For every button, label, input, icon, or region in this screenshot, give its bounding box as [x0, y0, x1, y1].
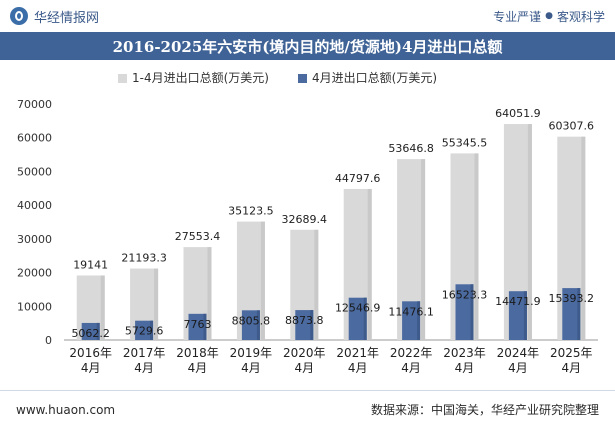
y-tick-label-0: 0: [45, 334, 52, 347]
bar-april-side-6: [417, 301, 421, 340]
data-source: 数据来源：中国海关，华经产业研究院整理: [370, 403, 599, 417]
x-tick-label-4-1: 4月: [294, 361, 314, 375]
x-tick-label-2-1: 4月: [188, 361, 208, 375]
data-label-total-2: 27553.4: [175, 230, 221, 243]
data-label-total-8: 64051.9: [495, 107, 541, 120]
x-tick-label-8-1: 4月: [508, 361, 528, 375]
data-label-total-6: 53646.8: [388, 142, 434, 155]
data-label-april-5: 12546.9: [335, 302, 381, 315]
x-tick-label-9-1: 4月: [561, 361, 581, 375]
legend-label-total: 1-4月进出口总额(万美元): [132, 71, 269, 85]
bar-total-side-3: [260, 221, 265, 340]
y-tick-label-7: 70000: [17, 98, 52, 111]
x-tick-label-5-1: 4月: [348, 361, 368, 375]
bar-april-side-5: [363, 297, 367, 340]
legend-swatch-total: [118, 74, 127, 83]
bar-april-side-8: [523, 291, 527, 340]
bar-april-3: [241, 310, 260, 340]
x-tick-label-0-1: 4月: [81, 361, 101, 375]
data-label-april-2: 7763: [184, 318, 212, 331]
x-tick-label-7-0: 2023年: [443, 346, 486, 360]
top-bar: 华经情报网 专业严谨 ● 客观科学: [0, 0, 615, 32]
bar-april-1: [135, 320, 154, 340]
data-label-total-4: 32689.4: [282, 213, 328, 226]
data-label-april-1: 5729.6: [125, 325, 164, 338]
y-tick-label-5: 50000: [17, 165, 52, 178]
bar-april-side-0: [96, 322, 100, 340]
data-label-april-9: 15393.2: [549, 292, 595, 305]
bar-april-side-7: [470, 284, 474, 340]
bar-april-side-2: [203, 313, 207, 340]
tagline: 专业严谨 ● 客观科学: [493, 8, 605, 25]
bar-chart: 1-4月进出口总额(万美元) 4月进出口总额(万美元) 0 10000 20000 300…: [17, 71, 598, 375]
bar-total-side-8: [527, 124, 532, 341]
data-label-total-7: 55345.5: [442, 136, 488, 149]
x-tick-label-3-1: 4月: [241, 361, 261, 375]
data-label-total-9: 60307.6: [549, 120, 595, 133]
bar-april-0: [81, 322, 100, 340]
tagline-left: 专业严谨: [493, 9, 542, 24]
data-label-total-5: 44797.6: [335, 172, 381, 185]
website-link[interactable]: www.huaon.com: [16, 402, 116, 417]
bar-april-7: [455, 284, 474, 340]
bar-april-6: [402, 301, 421, 340]
tagline-separator: ●: [545, 11, 553, 21]
x-tick-label-4-0: 2020年: [283, 346, 326, 360]
bar-april-8: [508, 291, 527, 340]
x-tick-label-7-1: 4月: [455, 361, 475, 375]
bar-total-side-2: [207, 247, 212, 340]
footer: www.huaon.com 数据来源：中国海关，华经产业研究院整理: [0, 392, 615, 427]
chart-title-bar: 2016-2025年六安市(境内目的地/货源地)4月进出口总额: [0, 32, 615, 60]
x-tick-label-8-0: 2024年: [497, 346, 540, 360]
bar-total-side-9: [581, 136, 586, 340]
bar-total-side-0: [100, 275, 105, 340]
brand-name: 华经情报网: [34, 10, 100, 26]
x-tick-label-6-0: 2022年: [390, 346, 433, 360]
x-tick-label-3-0: 2019年: [230, 346, 273, 360]
brand[interactable]: 华经情报网: [10, 7, 99, 26]
x-tick-label-9-0: 2025年: [550, 346, 593, 360]
data-label-april-3: 8805.8: [232, 314, 271, 327]
chart-title: 2016-2025年六安市(境内目的地/货源地)4月进出口总额: [112, 37, 503, 56]
huajing-logo-icon: [10, 7, 28, 25]
y-tick-label-4: 40000: [17, 199, 52, 212]
bar-april-4: [295, 310, 314, 340]
bar-april-5: [348, 297, 367, 340]
x-tick-label-5-0: 2021年: [336, 346, 379, 360]
legend-label-april: 4月进出口总额(万美元): [312, 71, 437, 85]
data-label-april-7: 16523.3: [442, 288, 488, 301]
data-label-april-6: 11476.1: [388, 305, 434, 318]
bar-total-side-4: [314, 229, 319, 340]
x-tick-label-6-1: 4月: [401, 361, 421, 375]
x-tick-label-1-1: 4月: [134, 361, 154, 375]
bar-april-9: [562, 288, 581, 340]
footer-divider: [0, 390, 615, 391]
tagline-right: 客观科学: [556, 9, 605, 24]
data-label-total-3: 35123.5: [228, 205, 274, 218]
y-tick-label-2: 20000: [17, 267, 52, 280]
bar-april-side-4: [310, 310, 314, 340]
data-label-april-0: 5062.2: [71, 327, 110, 340]
y-tick-label-6: 60000: [17, 132, 52, 145]
data-label-april-8: 14471.9: [495, 295, 541, 308]
bar-total-side-1: [154, 268, 159, 340]
y-tick-label-1: 10000: [17, 300, 52, 313]
y-tick-label-3: 30000: [17, 233, 52, 246]
bar-total-side-7: [474, 153, 479, 340]
bar-april-side-3: [256, 310, 260, 340]
bar-total-side-6: [421, 159, 426, 340]
legend-swatch-april: [298, 74, 307, 83]
x-tick-label-2-0: 2018年: [176, 346, 219, 360]
bar-april-2: [188, 313, 207, 340]
bar-total-side-5: [367, 188, 372, 340]
data-label-april-4: 8873.8: [285, 314, 324, 327]
data-label-total-1: 21193.3: [121, 252, 167, 265]
x-tick-label-1-0: 2017年: [123, 346, 166, 360]
data-label-total-0: 19141: [73, 258, 108, 271]
x-tick-label-0-0: 2016年: [69, 346, 112, 360]
bar-april-side-9: [577, 288, 581, 340]
bar-april-side-1: [150, 320, 154, 340]
